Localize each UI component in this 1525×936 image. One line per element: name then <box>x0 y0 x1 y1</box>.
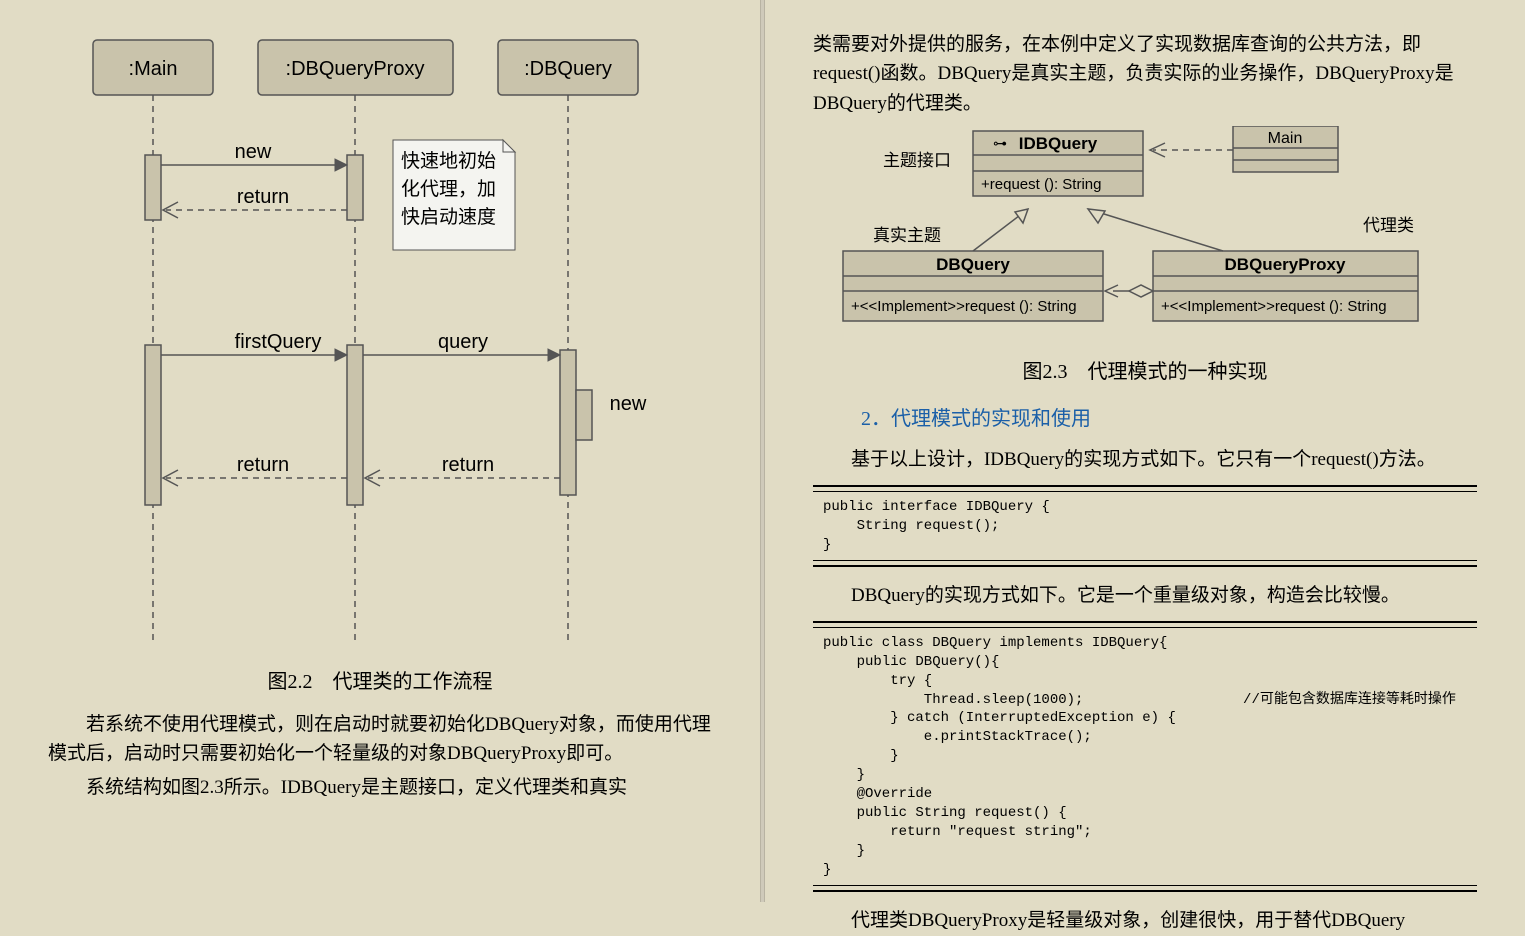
section-heading: 2．代理模式的实现和使用 <box>813 402 1477 431</box>
para-last: 代理类DBQueryProxy是轻量级对象，创建很快，用于替代DBQuery <box>813 906 1477 935</box>
msg-query: query <box>438 331 488 353</box>
lifeline-proxy-label: :DBQueryProxy <box>286 58 425 80</box>
note-line2: 化代理，加 <box>401 178 496 200</box>
lifeline-dbquery-label: :DBQuery <box>524 58 612 80</box>
msg-return1: return <box>237 186 289 208</box>
cls-dbquery-method: +<<Implement>>request (): String <box>851 298 1077 315</box>
cls-dbqueryproxy-method: +<<Implement>>request (): String <box>1161 298 1387 315</box>
page: :Main :DBQueryProxy :DBQuery new return <box>0 0 1525 902</box>
para-after-code1: DBQuery的实现方式如下。它是一个重量级对象，构造会比较慢。 <box>813 581 1477 610</box>
right-continuation: 类需要对外提供的服务，在本例中定义了实现数据库查询的公共方法，即request(… <box>813 30 1477 118</box>
note-line1: 快速地初始 <box>401 150 496 172</box>
lifeline-main-label: :Main <box>129 58 178 80</box>
lbl-topic: 主题接口 <box>883 151 951 170</box>
left-para-2: 系统结构如图2.3所示。IDBQuery是主题接口，定义代理类和真实 <box>48 773 712 802</box>
msg-return2b: return <box>237 454 289 476</box>
class-diagram: ⊶ IDBQuery +request (): String Main to I… <box>823 126 1443 346</box>
cls-main: Main <box>1268 130 1303 147</box>
left-column: :Main :DBQueryProxy :DBQuery new return <box>0 0 760 902</box>
sequence-diagram: :Main :DBQueryProxy :DBQuery new return <box>48 30 708 650</box>
cls-dbqueryproxy: DBQueryProxy <box>1225 255 1346 274</box>
msg-return2a: return <box>442 454 494 476</box>
code-block-1: public interface IDBQuery { String reque… <box>813 485 1477 568</box>
code1-pre: public interface IDBQuery { String reque… <box>823 498 1467 555</box>
svg-text:⊶: ⊶ <box>993 135 1007 151</box>
code2-pre: public class DBQuery implements IDBQuery… <box>823 634 1467 880</box>
msg-new1: new <box>235 141 272 163</box>
note-line3: 快启动速度 <box>401 206 496 228</box>
fig23-caption: 图2.3 代理模式的一种实现 <box>813 355 1477 384</box>
lbl-proxy: 代理类 <box>1363 216 1414 235</box>
cls-idbquery-method: +request (): String <box>981 176 1101 193</box>
cls-dbquery: DBQuery <box>936 255 1010 274</box>
msg-new2: new <box>610 393 647 415</box>
left-para-1: 若系统不使用代理模式，则在启动时就要初始化DBQuery对象，而使用代理模式后，… <box>48 710 712 769</box>
msg-firstquery: firstQuery <box>235 331 322 353</box>
para-before-code1: 基于以上设计，IDBQuery的实现方式如下。它只有一个request()方法。 <box>813 445 1477 474</box>
right-column: 类需要对外提供的服务，在本例中定义了实现数据库查询的公共方法，即request(… <box>765 0 1525 902</box>
code-block-2: public class DBQuery implements IDBQuery… <box>813 621 1477 893</box>
fig22-caption: 图2.2 代理类的工作流程 <box>48 665 712 694</box>
cls-idbquery: IDBQuery <box>1019 134 1098 153</box>
lbl-real: 真实主题 <box>873 226 941 245</box>
